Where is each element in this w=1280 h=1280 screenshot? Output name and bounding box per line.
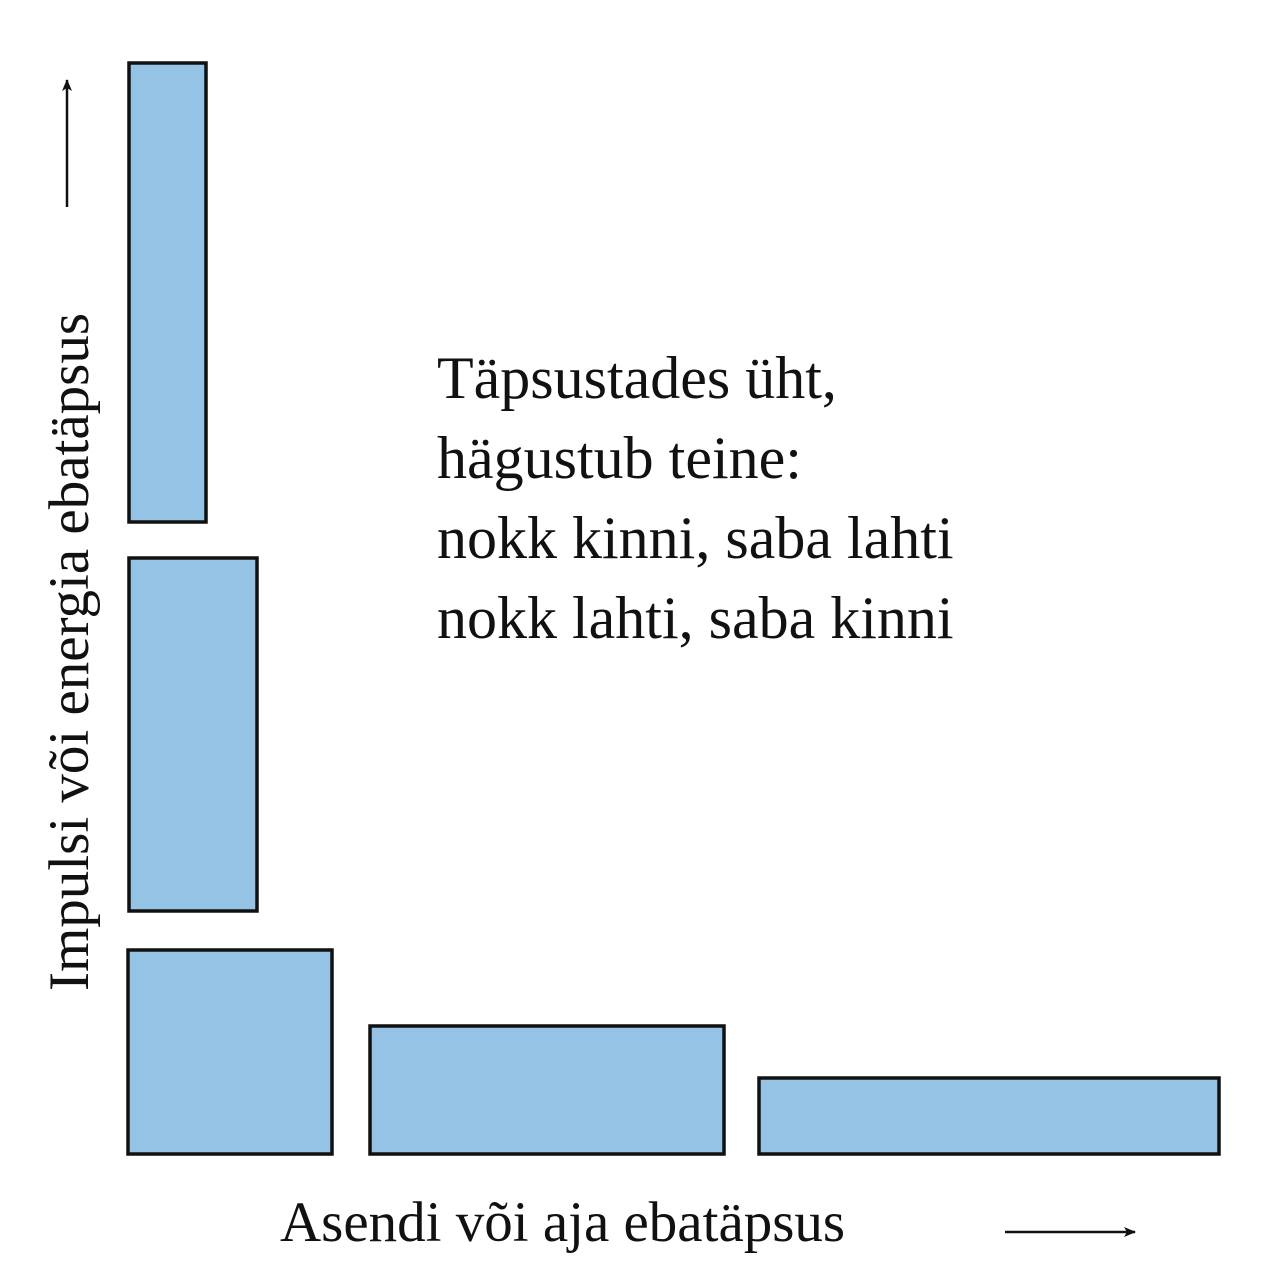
box-tall-narrow bbox=[127, 61, 208, 524]
caption: Täpsustades üht, hägustub teine: nokk ki… bbox=[437, 338, 954, 658]
caption-line: nokk kinni, saba lahti bbox=[437, 505, 954, 571]
box-wide-medium bbox=[368, 1024, 726, 1156]
box-tall-medium bbox=[127, 556, 259, 913]
caption-line: Täpsustades üht, bbox=[437, 345, 837, 411]
caption-line: hägustub teine: bbox=[437, 425, 802, 491]
box-wide-flat bbox=[757, 1076, 1221, 1156]
caption-line: nokk lahti, saba kinni bbox=[437, 585, 954, 651]
x-axis-label: Asendi või aja ebatäpsus bbox=[280, 1191, 846, 1254]
box-square bbox=[126, 948, 334, 1156]
y-axis-label: Impulsi või energia ebatäpsus bbox=[38, 312, 101, 992]
